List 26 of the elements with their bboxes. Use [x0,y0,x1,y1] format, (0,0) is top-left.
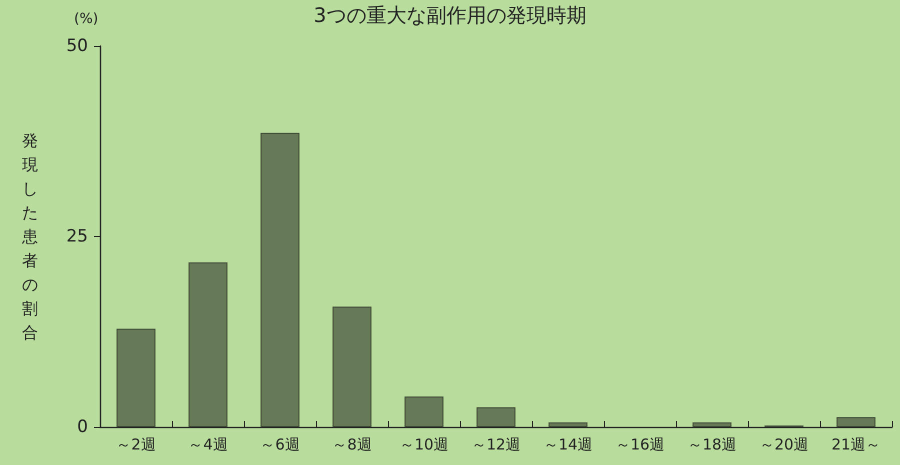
y-tick-label: 50 [66,36,88,56]
x-tick-label: ～20週 [759,436,809,454]
y-tick-label: 25 [66,226,88,246]
x-tick-label: ～12週 [471,436,521,454]
bar [260,132,300,427]
text: (%) [74,11,98,27]
x-tick-label: ～8週 [332,436,372,454]
x-tick-label: ～14週 [543,436,593,454]
bar [116,328,156,427]
x-tick-label: ～16週 [615,436,665,454]
x-tick-label: ～18週 [687,436,737,454]
y-tick-label: 0 [77,417,88,437]
bar [404,396,444,427]
x-tick-label: ～10週 [399,436,449,454]
bar [692,422,732,427]
bar [548,422,588,427]
bar [836,417,876,427]
x-tick-label: ～4週 [188,436,228,454]
bar [188,262,228,427]
x-tick-label: 21週～ [831,436,881,454]
text: 発現した患者の割合 [22,131,38,342]
x-tick-label: ～6週 [260,436,300,454]
x-tick-label: ～2週 [116,436,156,454]
bar [332,306,372,427]
chart-title: 3つの重大な副作用の発現時期 [314,3,586,27]
bar [476,407,516,427]
